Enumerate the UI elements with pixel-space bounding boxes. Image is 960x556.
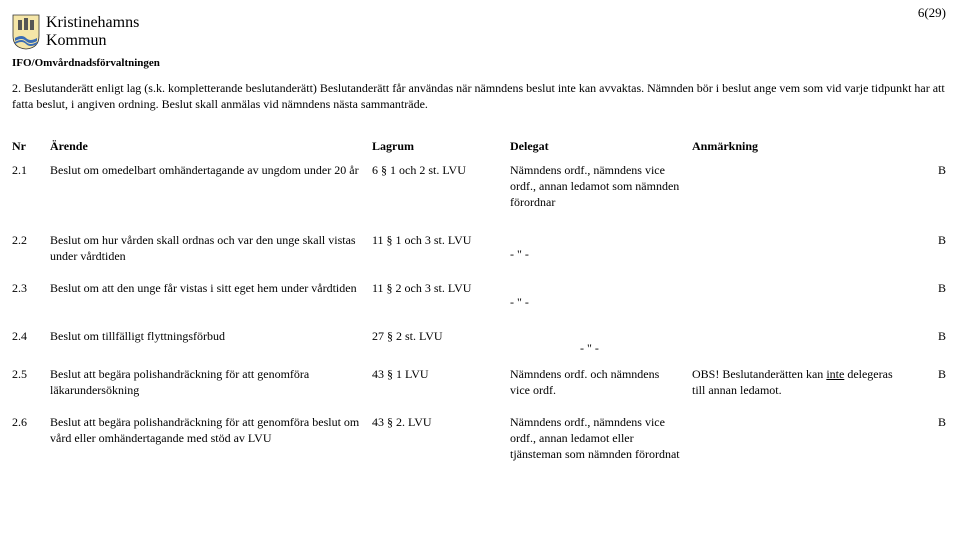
cell-lagrum: 43 § 1 LVU [372,366,492,382]
col-anm: Anmärkning [692,138,902,154]
table-row: 2.5 Beslut att begära polishandräckning f… [12,366,946,400]
cell-delegat: - " - [510,328,680,356]
cell-lagrum: 11 § 2 och 3 st. LVU [372,280,492,296]
table-row: 2.4 Beslut om tillfälligt flyttningsförbu… [12,328,946,352]
cell-lagrum: 27 § 2 st. LVU [372,328,492,344]
cell-delegat: Nämndens ordf. och nämndens vice ordf. [510,366,680,398]
department-name: IFO/Omvårdnadsförvaltningen [12,56,160,71]
cell-arende: Beslut att begära polishandräckning för … [50,414,360,446]
cell-nr: 2.3 [12,280,42,296]
cell-flag: B [932,366,946,382]
table-row: 2.1 Beslut om omedelbart omhändertagande … [12,162,946,218]
cell-nr: 2.1 [12,162,42,178]
cell-nr: 2.4 [12,328,42,344]
cell-arende: Beslut om att den unge får vistas i sitt… [50,280,360,296]
cell-lagrum: 6 § 1 och 2 st. LVU [372,162,492,178]
municipality-crest-icon [12,14,40,50]
cell-flag: B [932,280,946,296]
intro-para: 2. Beslutanderätt enligt lag (s.k. kompl… [12,80,946,112]
cell-anm: OBS! Beslutanderätten kan inte delegeras… [692,366,902,398]
cell-anm-pre: OBS! Beslutanderätten kan [692,367,826,381]
cell-flag: B [932,232,946,248]
cell-flag: B [932,414,946,430]
cell-arende: Beslut att begära polishandräckning för … [50,366,360,398]
table-row: 2.3 Beslut om att den unge får vistas i s… [12,280,946,314]
col-arende: Ärende [50,138,360,154]
cell-nr: 2.2 [12,232,42,248]
cell-delegat: Nämndens ordf., nämndens vice ordf., ann… [510,414,680,463]
cell-arende: Beslut om tillfälligt flyttningsförbud [50,328,360,344]
cell-flag: B [932,328,946,344]
cell-nr: 2.6 [12,414,42,430]
cell-arende: Beslut om hur vården skall ordnas och va… [50,232,360,264]
org-line2: Kommun [46,32,139,50]
col-nr: Nr [12,138,42,154]
table-row: 2.6 Beslut att begära polishandräckning f… [12,414,946,484]
page-number: 6(29) [918,4,946,22]
cell-anm-underline: inte [826,367,844,381]
col-delegat: Delegat [510,138,680,154]
cell-lagrum: 43 § 2. LVU [372,414,492,430]
organization-name: Kristinehamns Kommun [46,14,139,49]
org-line1: Kristinehamns [46,14,139,32]
cell-lagrum: 11 § 1 och 3 st. LVU [372,232,492,248]
cell-delegat: - " - [510,280,680,310]
cell-arende: Beslut om omedelbart omhändertagande av … [50,162,360,178]
header: Kristinehamns Kommun [12,14,139,50]
cell-flag: B [932,162,946,178]
cell-delegat: Nämndens ordf., nämndens vice ordf., ann… [510,162,680,211]
cell-delegat: - " - [510,232,680,262]
table-body: 2.1 Beslut om omedelbart omhändertagande … [12,162,946,498]
cell-nr: 2.5 [12,366,42,382]
column-headers: Nr Ärende Lagrum Delegat Anmärkning [12,138,960,154]
intro-text: 2. Beslutanderätt enligt lag (s.k. kompl… [12,80,946,118]
col-lagrum: Lagrum [372,138,492,154]
table-row: 2.2 Beslut om hur vården skall ordnas och… [12,232,946,266]
